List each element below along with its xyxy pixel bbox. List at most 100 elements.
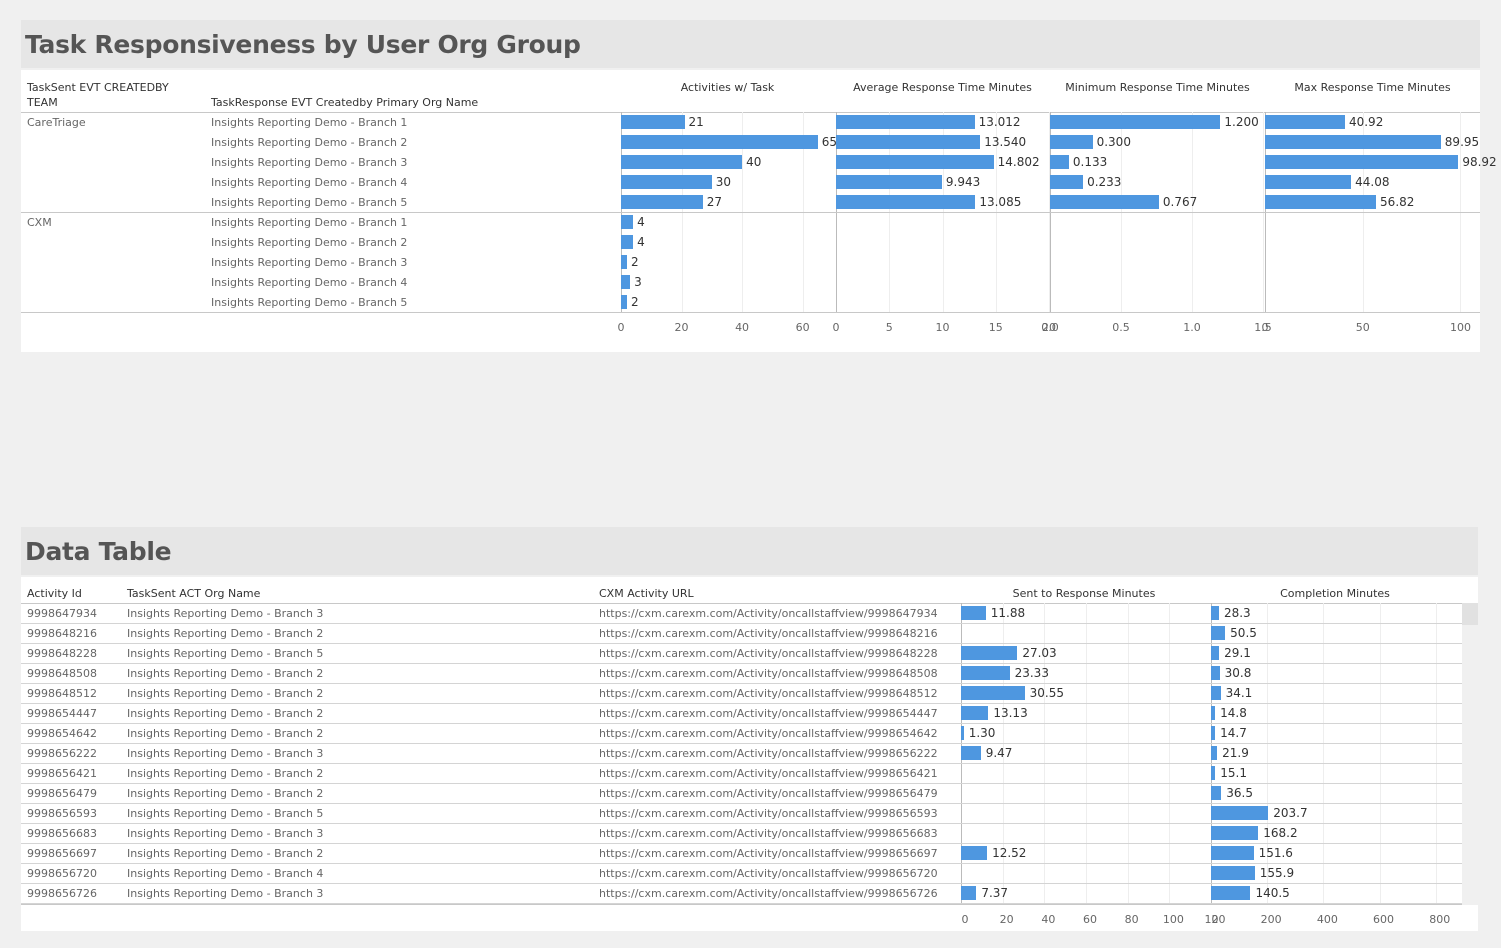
gridline-sent [1127,603,1129,903]
row-separator [21,823,1462,824]
activity-url-link[interactable]: https://cxm.carexm.com/Activity/oncallst… [599,867,938,880]
bar-label-activities: 2 [631,295,639,309]
bar-avg [836,155,994,169]
table-header-separator [21,603,1462,604]
bar-min [1050,155,1069,169]
team-label: CareTriage [27,116,86,129]
bar-label-min: 0.300 [1096,135,1131,149]
axis-tick-activities: 20 [674,321,689,334]
act-org-cell: Insights Reporting Demo - Branch 2 [127,627,324,640]
org-label: Insights Reporting Demo - Branch 2 [211,136,408,149]
bar-completion [1211,706,1216,720]
team-label: CXM [27,216,52,229]
bar-label-activities: 4 [637,215,645,229]
bar-activities [621,135,818,149]
table-scrollbar-thumb[interactable] [1462,603,1478,625]
activity-url-link[interactable]: https://cxm.carexm.com/Activity/oncallst… [599,607,938,620]
activity-id-cell: 9998648512 [27,687,97,700]
activity-url-link[interactable]: https://cxm.carexm.com/Activity/oncallst… [599,727,938,740]
bar-activities [621,255,628,269]
activity-id-cell: 9998656726 [27,887,97,900]
activity-url-link[interactable]: https://cxm.carexm.com/Activity/oncallst… [599,887,938,900]
bar-max [1265,155,1459,169]
bar-completion [1211,826,1259,840]
activity-url-link[interactable]: https://cxm.carexm.com/Activity/oncallst… [599,687,938,700]
activity-id-cell: 9998656683 [27,827,97,840]
act-org-cell: Insights Reporting Demo - Branch 2 [127,767,324,780]
act-org-cell: Insights Reporting Demo - Branch 2 [127,687,324,700]
activity-url-link[interactable]: https://cxm.carexm.com/Activity/oncallst… [599,827,938,840]
axis-tick-sent: 20 [999,913,1014,926]
axis-tick-min: 1.5 [1254,321,1272,334]
activity-id-cell: 9998656421 [27,767,97,780]
bar-activities [621,195,703,209]
detail-title: Data Table [25,536,172,566]
act-org-cell: Insights Reporting Demo - Branch 2 [127,787,324,800]
axis-tick-max: 0 [1261,321,1269,334]
bar-label-min: 0.233 [1087,175,1122,189]
header-activity-id: Activity Id [27,587,82,600]
bar-label-sent: 30.55 [1029,686,1064,700]
bar-label-completion: 34.1 [1225,686,1253,700]
bar-label-sent: 12.52 [992,846,1027,860]
bar-max [1265,115,1345,129]
axis-tick-min: 0.5 [1112,321,1130,334]
activity-url-link[interactable]: https://cxm.carexm.com/Activity/oncallst… [599,847,938,860]
header-min: Minimum Response Time Minutes [1065,81,1250,94]
org-label: Insights Reporting Demo - Branch 1 [211,116,408,129]
axis-tick-sent: 0 [961,913,969,926]
bar-label-activities: 30 [715,175,732,189]
activity-url-link[interactable]: https://cxm.carexm.com/Activity/oncallst… [599,767,938,780]
axis-tick-activities: 40 [735,321,750,334]
header-activities: Activities w/ Task [680,81,775,94]
bar-avg [836,175,942,189]
bar-label-sent: 27.03 [1022,646,1057,660]
act-org-cell: Insights Reporting Demo - Branch 2 [127,847,324,860]
axis-tick-sent: 120 [1204,913,1226,926]
header-sent: Sent to Response Minutes [1012,587,1156,600]
activity-id-cell: 9998648216 [27,627,97,640]
activity-url-link[interactable]: https://cxm.carexm.com/Activity/oncallst… [599,807,938,820]
bar-avg [836,195,976,209]
axis-tick-max: 50 [1355,321,1370,334]
header-url: CXM Activity URL [599,587,694,600]
bar-sent [961,726,964,740]
axis-tick-completion: 800 [1429,913,1451,926]
bar-label-completion: 14.7 [1220,726,1247,740]
activity-url-link[interactable]: https://cxm.carexm.com/Activity/oncallst… [599,627,938,640]
axis-tick-completion: 600 [1373,913,1395,926]
activity-id-cell: 9998648228 [27,647,97,660]
bar-label-avg: 14.802 [997,155,1040,169]
activity-id-cell: 9998654447 [27,707,97,720]
table-scrollbar[interactable] [1462,603,1478,905]
bar-label-max: 98.92 [1462,155,1497,169]
activity-url-link[interactable]: https://cxm.carexm.com/Activity/oncallst… [599,787,938,800]
axis-tick-activities: 60 [795,321,810,334]
org-label: Insights Reporting Demo - Branch 3 [211,156,408,169]
activity-id-cell: 9998656593 [27,807,97,820]
header-separator [21,112,1480,113]
activity-id-cell: 9998654642 [27,727,97,740]
bar-label-completion: 29.1 [1224,646,1251,660]
activity-url-link[interactable]: https://cxm.carexm.com/Activity/oncallst… [599,747,938,760]
bar-label-avg: 13.085 [979,195,1022,209]
summary-title: Task Responsiveness by User Org Group [25,29,581,59]
axis-tick-max: 100 [1449,321,1471,334]
activity-url-link[interactable]: https://cxm.carexm.com/Activity/oncallst… [599,707,938,720]
activity-url-link[interactable]: https://cxm.carexm.com/Activity/oncallst… [599,667,938,680]
org-label: Insights Reporting Demo - Branch 5 [211,296,408,309]
bar-label-sent: 7.37 [981,886,1009,900]
bar-label-completion: 140.5 [1255,886,1290,900]
bar-label-avg: 13.012 [978,115,1021,129]
bar-completion [1211,726,1216,740]
bar-completion [1211,666,1220,680]
bar-max [1265,135,1441,149]
axis-tick-activities: 0 [617,321,625,334]
act-org-cell: Insights Reporting Demo - Branch 4 [127,867,324,880]
axis-tick-avg: 5 [885,321,893,334]
act-org-cell: Insights Reporting Demo - Branch 2 [127,727,324,740]
bar-completion [1211,786,1222,800]
gridline-sent [1044,603,1046,903]
row-separator [21,903,1462,904]
activity-url-link[interactable]: https://cxm.carexm.com/Activity/oncallst… [599,647,938,660]
